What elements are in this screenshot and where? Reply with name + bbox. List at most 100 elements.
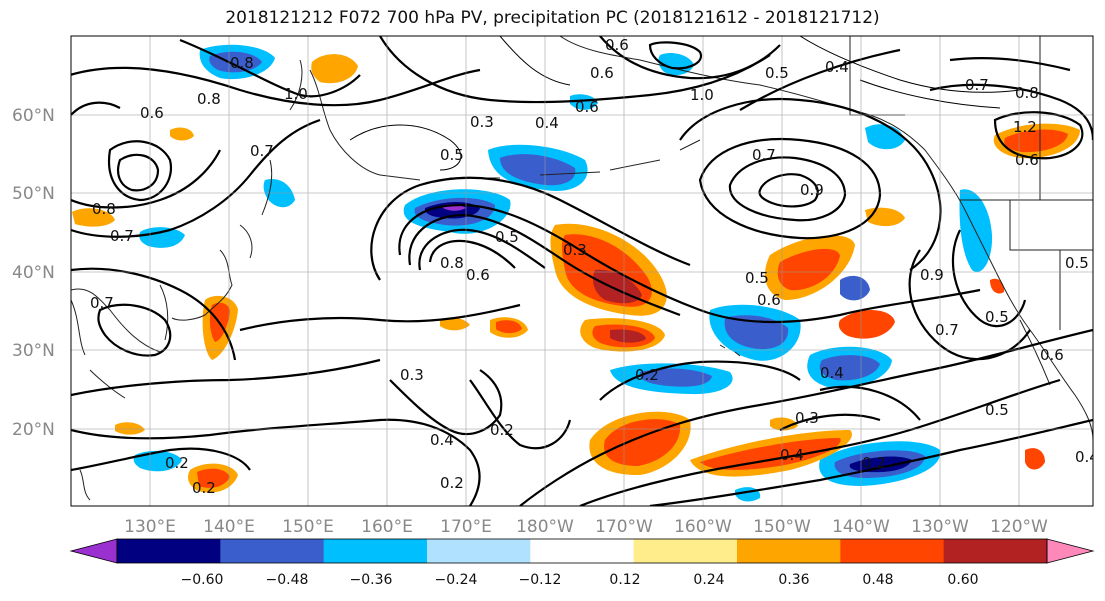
contour-label: 0.7	[110, 227, 134, 245]
contour-label: 0.2	[635, 366, 659, 384]
contour-line	[418, 228, 546, 271]
lon-label: 120°W	[990, 517, 1048, 537]
coastline-kamchatka	[289, 59, 381, 176]
colorbar-extend-low	[69, 538, 118, 564]
contour-label: 0.8	[230, 54, 254, 72]
contour-label: 0.4	[820, 364, 844, 382]
contour-line-thin	[799, 36, 1021, 93]
contour-line	[71, 149, 221, 209]
precipitation-shading	[72, 44, 1080, 502]
contour-line	[389, 369, 503, 436]
colorbar-tick-label: −0.48	[266, 572, 309, 588]
coastline-hawaii	[719, 344, 741, 357]
contour-label: 0.4	[535, 114, 559, 132]
contour-label: 0.7	[90, 294, 114, 312]
contour-line	[71, 358, 381, 397]
contour-label: 0.6	[466, 266, 490, 284]
contour-line	[239, 303, 521, 332]
contour-line	[951, 229, 1027, 328]
contour-line	[698, 138, 882, 240]
graticule	[71, 36, 1093, 506]
contour-line	[71, 267, 237, 361]
contour-line	[579, 378, 1061, 506]
contour-label: 0.2	[490, 421, 514, 439]
contour-label: 0.6	[1040, 346, 1064, 364]
contour-label: 0.7	[250, 142, 274, 160]
lat-label: 40°N	[12, 263, 55, 283]
shade-negative	[570, 94, 598, 110]
contour-line	[648, 41, 703, 70]
colorbar-segment	[427, 539, 531, 563]
coastline-north-america	[964, 209, 1093, 441]
contour-label: 0.4	[430, 431, 454, 449]
shade-positive	[1025, 448, 1045, 470]
longitude-labels: 130°E 140°E 150°E 160°E 170°E 180°W 170°…	[124, 517, 1048, 537]
shade-positive	[610, 329, 646, 343]
contour-label: 0.3	[470, 113, 494, 131]
lat-label: 50°N	[12, 184, 55, 204]
colorbar: −0.60 −0.48 −0.36 −0.24 −0.12 0.12 0.24 …	[69, 538, 1095, 588]
contour-line	[819, 385, 921, 421]
contour-label: 0.4	[1075, 448, 1099, 466]
pv-contours	[71, 36, 1093, 506]
contour-label: 0.6	[575, 98, 599, 116]
contour-line	[71, 66, 481, 107]
shade-positive	[838, 310, 895, 339]
contour-label: 0.5	[985, 308, 1009, 326]
contour-label: 0.7	[935, 321, 959, 339]
contour-label: 0.3	[563, 241, 587, 259]
contour-label: 0.5	[1065, 254, 1089, 272]
colorbar-tick-label: −0.24	[435, 572, 478, 588]
contour-label: 0.6	[757, 291, 781, 309]
colorbar-segment	[633, 539, 738, 563]
contour-label: 0.9	[920, 266, 944, 284]
shade-positive	[170, 127, 194, 141]
contour-label-group: 0.8 1.0 0.6 0.8 0.7 0.8 0.7 0.3 0.5 0.4 …	[90, 36, 1099, 497]
colorbar-segment	[323, 539, 428, 563]
contour-line	[107, 140, 173, 202]
contour-label: 1.0	[690, 86, 714, 104]
contour-label: 0.5	[765, 64, 789, 82]
lon-label: 150°W	[753, 517, 811, 537]
latitude-labels: 60°N 50°N 40°N 30°N 20°N	[12, 106, 55, 440]
contour-line	[679, 98, 942, 271]
lon-label: 130°E	[124, 517, 176, 537]
contour-line	[71, 118, 321, 238]
shade-positive	[1004, 129, 1068, 153]
lon-label: 140°W	[832, 517, 890, 537]
coastline-baja	[1019, 319, 1051, 386]
contour-line	[71, 447, 251, 472]
shade-negative	[139, 227, 185, 248]
shade-positive	[990, 278, 1005, 294]
contour-line	[599, 36, 781, 80]
lon-label: 150°E	[282, 517, 334, 537]
shade-positive	[440, 317, 470, 331]
contour-label: 0.5	[745, 269, 769, 287]
borders-canada-us	[960, 36, 1093, 330]
contour-line	[71, 101, 121, 116]
contour-line-thin	[349, 124, 462, 171]
contour-line	[649, 418, 1093, 506]
colorbar-segment	[943, 539, 1048, 563]
coastline-philippines	[79, 469, 91, 501]
colorbar-segment	[737, 539, 841, 563]
coastline-japan	[171, 224, 253, 321]
shade-negative	[819, 355, 880, 381]
colorbar-segment	[220, 539, 325, 563]
colorbar-frame	[116, 538, 1048, 564]
shade-positive	[700, 438, 841, 470]
colorbar-tick-label: −0.60	[181, 572, 224, 588]
contour-label: 0.8	[1015, 84, 1039, 102]
lon-label: 170°W	[595, 517, 653, 537]
colorbar-tick-label: −0.36	[350, 572, 393, 588]
contour-label: 0.9	[800, 181, 824, 199]
lat-label: 30°N	[12, 341, 55, 361]
lon-label: 160°W	[674, 517, 732, 537]
shade-positive	[311, 54, 358, 84]
contour-label: 0.6	[140, 104, 164, 122]
shade-negative	[209, 51, 262, 73]
lon-label: 160°E	[361, 517, 413, 537]
contour-line	[97, 303, 172, 357]
contour-label: 0.6	[590, 64, 614, 82]
contour-line	[599, 360, 801, 401]
